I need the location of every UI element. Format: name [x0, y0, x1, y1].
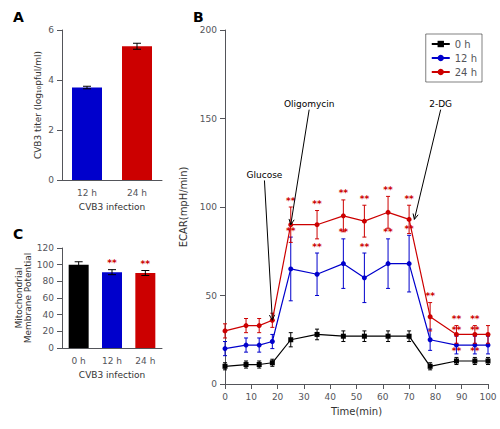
svg-text:0 h: 0 h [72, 356, 86, 366]
svg-text:Glucose: Glucose [247, 170, 283, 180]
svg-text:A: A [13, 9, 24, 25]
svg-text:**: ** [360, 242, 370, 252]
svg-text:100: 100 [37, 260, 54, 270]
svg-text:Membrane Potential: Membrane Potential [23, 253, 33, 344]
svg-text:4: 4 [48, 75, 54, 85]
svg-text:12 h: 12 h [455, 53, 477, 64]
svg-text:**: ** [360, 194, 370, 204]
svg-text:0: 0 [222, 392, 228, 402]
svg-text:30: 30 [298, 392, 310, 402]
svg-text:0: 0 [211, 379, 217, 389]
svg-text:200: 200 [200, 25, 217, 35]
svg-text:**: ** [107, 258, 117, 268]
svg-text:20: 20 [43, 326, 55, 336]
svg-text:ECAR(mpH/min): ECAR(mpH/min) [178, 167, 189, 248]
svg-text:**: ** [404, 194, 414, 204]
svg-text:CVB3 infection: CVB3 infection [79, 202, 145, 212]
svg-text:B: B [193, 9, 204, 25]
svg-text:**: ** [339, 188, 349, 198]
svg-text:10: 10 [246, 392, 258, 402]
svg-text:150: 150 [200, 114, 217, 124]
svg-text:24 h: 24 h [135, 356, 155, 366]
svg-text:50: 50 [351, 392, 363, 402]
svg-text:12 h: 12 h [77, 188, 97, 198]
svg-text:80: 80 [43, 276, 55, 286]
svg-text:120: 120 [37, 243, 54, 253]
svg-text:12 h: 12 h [102, 356, 122, 366]
svg-text:**: ** [141, 259, 151, 269]
svg-text:60: 60 [43, 293, 55, 303]
svg-text:0: 0 [48, 343, 54, 353]
svg-text:**: ** [383, 185, 393, 195]
svg-text:24 h: 24 h [127, 188, 147, 198]
svg-text:90: 90 [456, 392, 468, 402]
svg-text:Mitochondrial: Mitochondrial [14, 267, 25, 329]
svg-text:CVB3 titer (log₁₀pful/ml): CVB3 titer (log₁₀pful/ml) [33, 51, 43, 159]
svg-text:**: ** [312, 242, 322, 252]
svg-text:50: 50 [206, 291, 218, 301]
svg-text:2: 2 [48, 125, 54, 135]
svg-text:6: 6 [48, 25, 54, 35]
svg-text:C: C [13, 226, 23, 242]
svg-text:Time(min): Time(min) [330, 406, 382, 417]
svg-text:0 h: 0 h [455, 39, 471, 50]
svg-text:20: 20 [272, 392, 284, 402]
svg-text:**: ** [470, 314, 480, 324]
svg-text:100: 100 [200, 202, 217, 212]
svg-text:80: 80 [430, 392, 442, 402]
svg-text:**: ** [452, 314, 462, 324]
svg-text:**: ** [383, 227, 393, 237]
svg-text:**: ** [312, 199, 322, 209]
svg-text:40: 40 [43, 310, 55, 320]
svg-text:100: 100 [479, 392, 496, 402]
svg-text:24 h: 24 h [455, 67, 477, 78]
svg-text:60: 60 [377, 392, 389, 402]
svg-text:Oligomycin: Oligomycin [284, 99, 335, 109]
svg-text:40: 40 [324, 392, 336, 402]
svg-text:2-DG: 2-DG [429, 99, 452, 109]
svg-text:CVB3 infection: CVB3 infection [79, 370, 145, 380]
svg-text:70: 70 [403, 392, 415, 402]
svg-text:0: 0 [48, 175, 54, 185]
